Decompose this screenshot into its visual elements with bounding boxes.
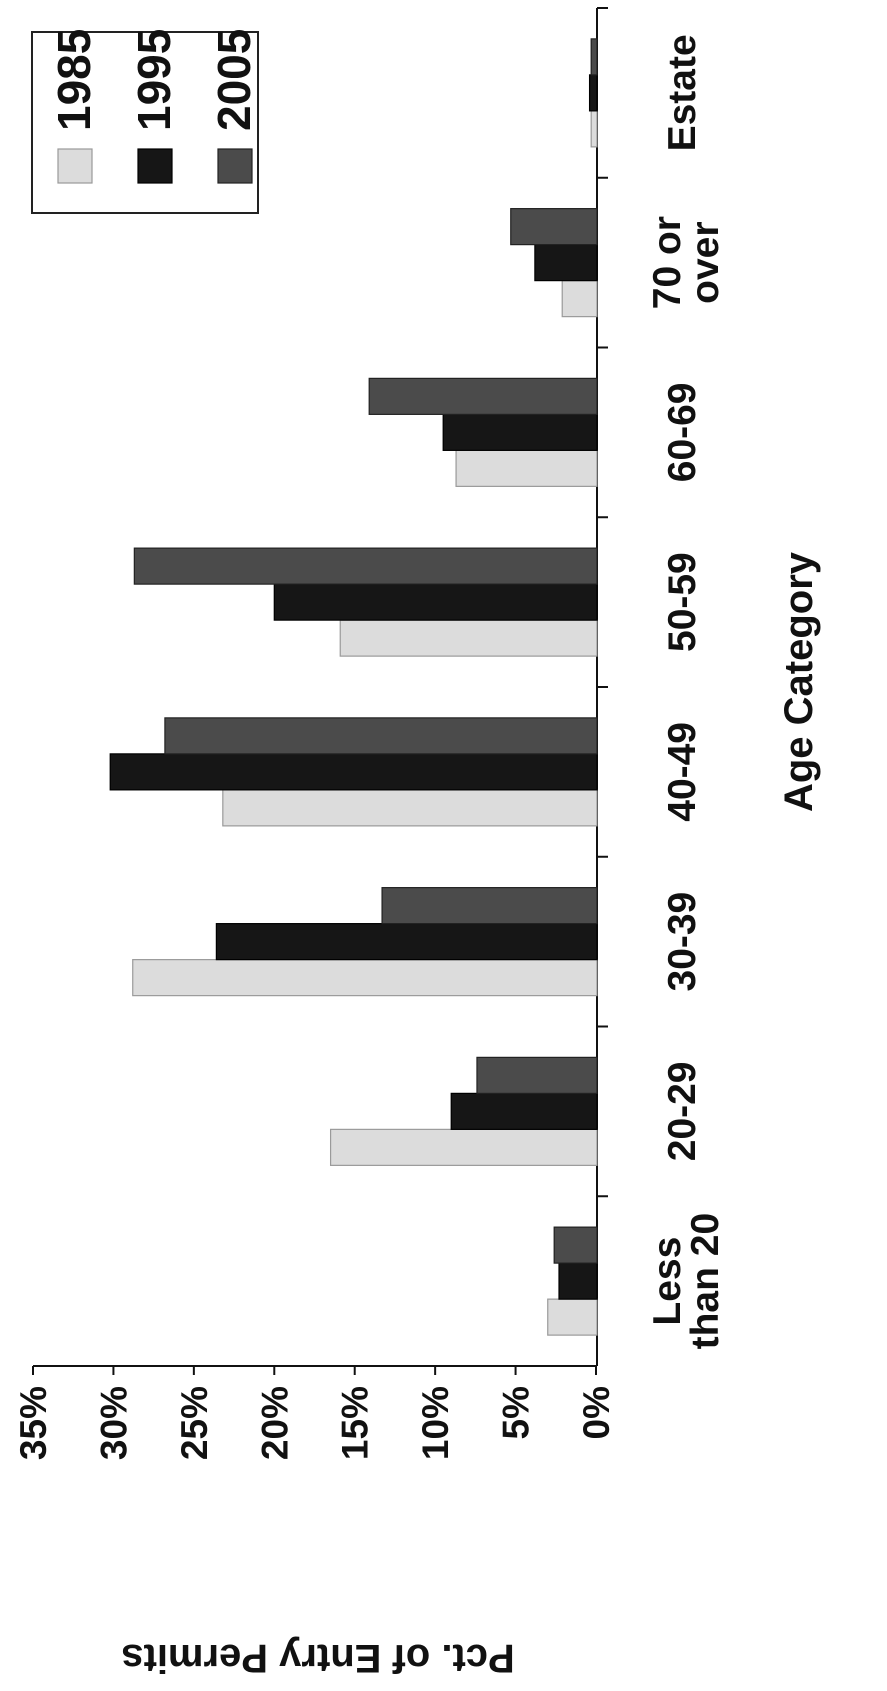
bar-1985-2: [132, 959, 598, 997]
y-tick-label: 25%: [174, 1386, 215, 1460]
x-category-labels: Lessthan 20 20-29 30-39 40-49 50-59 60-69 70 o…: [646, 34, 727, 1349]
legend-label-1995: 1995: [128, 29, 180, 131]
x-category-label: 60-69: [661, 383, 704, 483]
bar-1985-1: [329, 1128, 598, 1166]
bar-1995-1: [450, 1092, 598, 1130]
legend-swatch-2005: [217, 148, 253, 184]
x-category-label: 40-49: [661, 722, 704, 822]
x-category-label: 50-59: [661, 552, 704, 652]
bar-1985-3: [222, 789, 598, 827]
bar-1985-7: [590, 110, 598, 148]
y-tick-label: 0%: [576, 1386, 617, 1439]
bar-2005-5: [368, 377, 598, 415]
bar-1995-2: [215, 923, 598, 961]
y-tick-label: 15%: [335, 1386, 376, 1460]
x-axis-title: Age Category: [777, 551, 821, 812]
y-tick-label: 35%: [13, 1386, 54, 1460]
bar-1995-3: [109, 753, 598, 791]
x-category-label: 20-29: [661, 1062, 704, 1162]
y-tick-labels: 0% 5% 10% 15% 20% 25% 30% 35%: [13, 1386, 617, 1460]
x-category-label: 30-39: [661, 892, 704, 992]
legend-label-1985: 1985: [48, 29, 100, 131]
bar-2005-3: [164, 717, 598, 755]
x-category-label: 70 orover: [646, 216, 727, 309]
bar-1985-6: [561, 280, 598, 318]
bar-1995-7: [588, 74, 598, 112]
legend-swatch-1985: [57, 148, 93, 184]
bar-2005-7: [590, 38, 598, 76]
bar-1995-4: [273, 583, 598, 621]
bar-2005-2: [381, 887, 598, 925]
bar-2005-6: [510, 208, 598, 246]
bar-1995-6: [534, 244, 598, 282]
bar-1985-0: [547, 1298, 598, 1336]
chart-bars: [109, 38, 598, 1336]
bar-2005-4: [133, 547, 598, 585]
bar-2005-1: [476, 1056, 598, 1094]
y-tick-label: 30%: [93, 1386, 134, 1460]
legend-label-2005: 2005: [208, 29, 260, 131]
bar-1985-4: [339, 619, 598, 657]
bar-1995-5: [442, 413, 598, 451]
y-tick-label: 10%: [415, 1386, 456, 1460]
x-category-label: Lessthan 20: [646, 1213, 727, 1350]
y-tick-label: 5%: [496, 1386, 537, 1439]
legend-swatch-1995: [137, 148, 173, 184]
y-axis-title: Pct. of Entry Permits: [121, 1636, 514, 1680]
bar-2005-0: [553, 1226, 598, 1264]
x-category-label: Estate: [661, 34, 704, 151]
y-tick-label: 20%: [254, 1386, 295, 1460]
chart-legend: 1985 1995 2005: [31, 29, 260, 214]
bar-1995-0: [558, 1262, 598, 1300]
bar-1985-5: [455, 449, 598, 487]
